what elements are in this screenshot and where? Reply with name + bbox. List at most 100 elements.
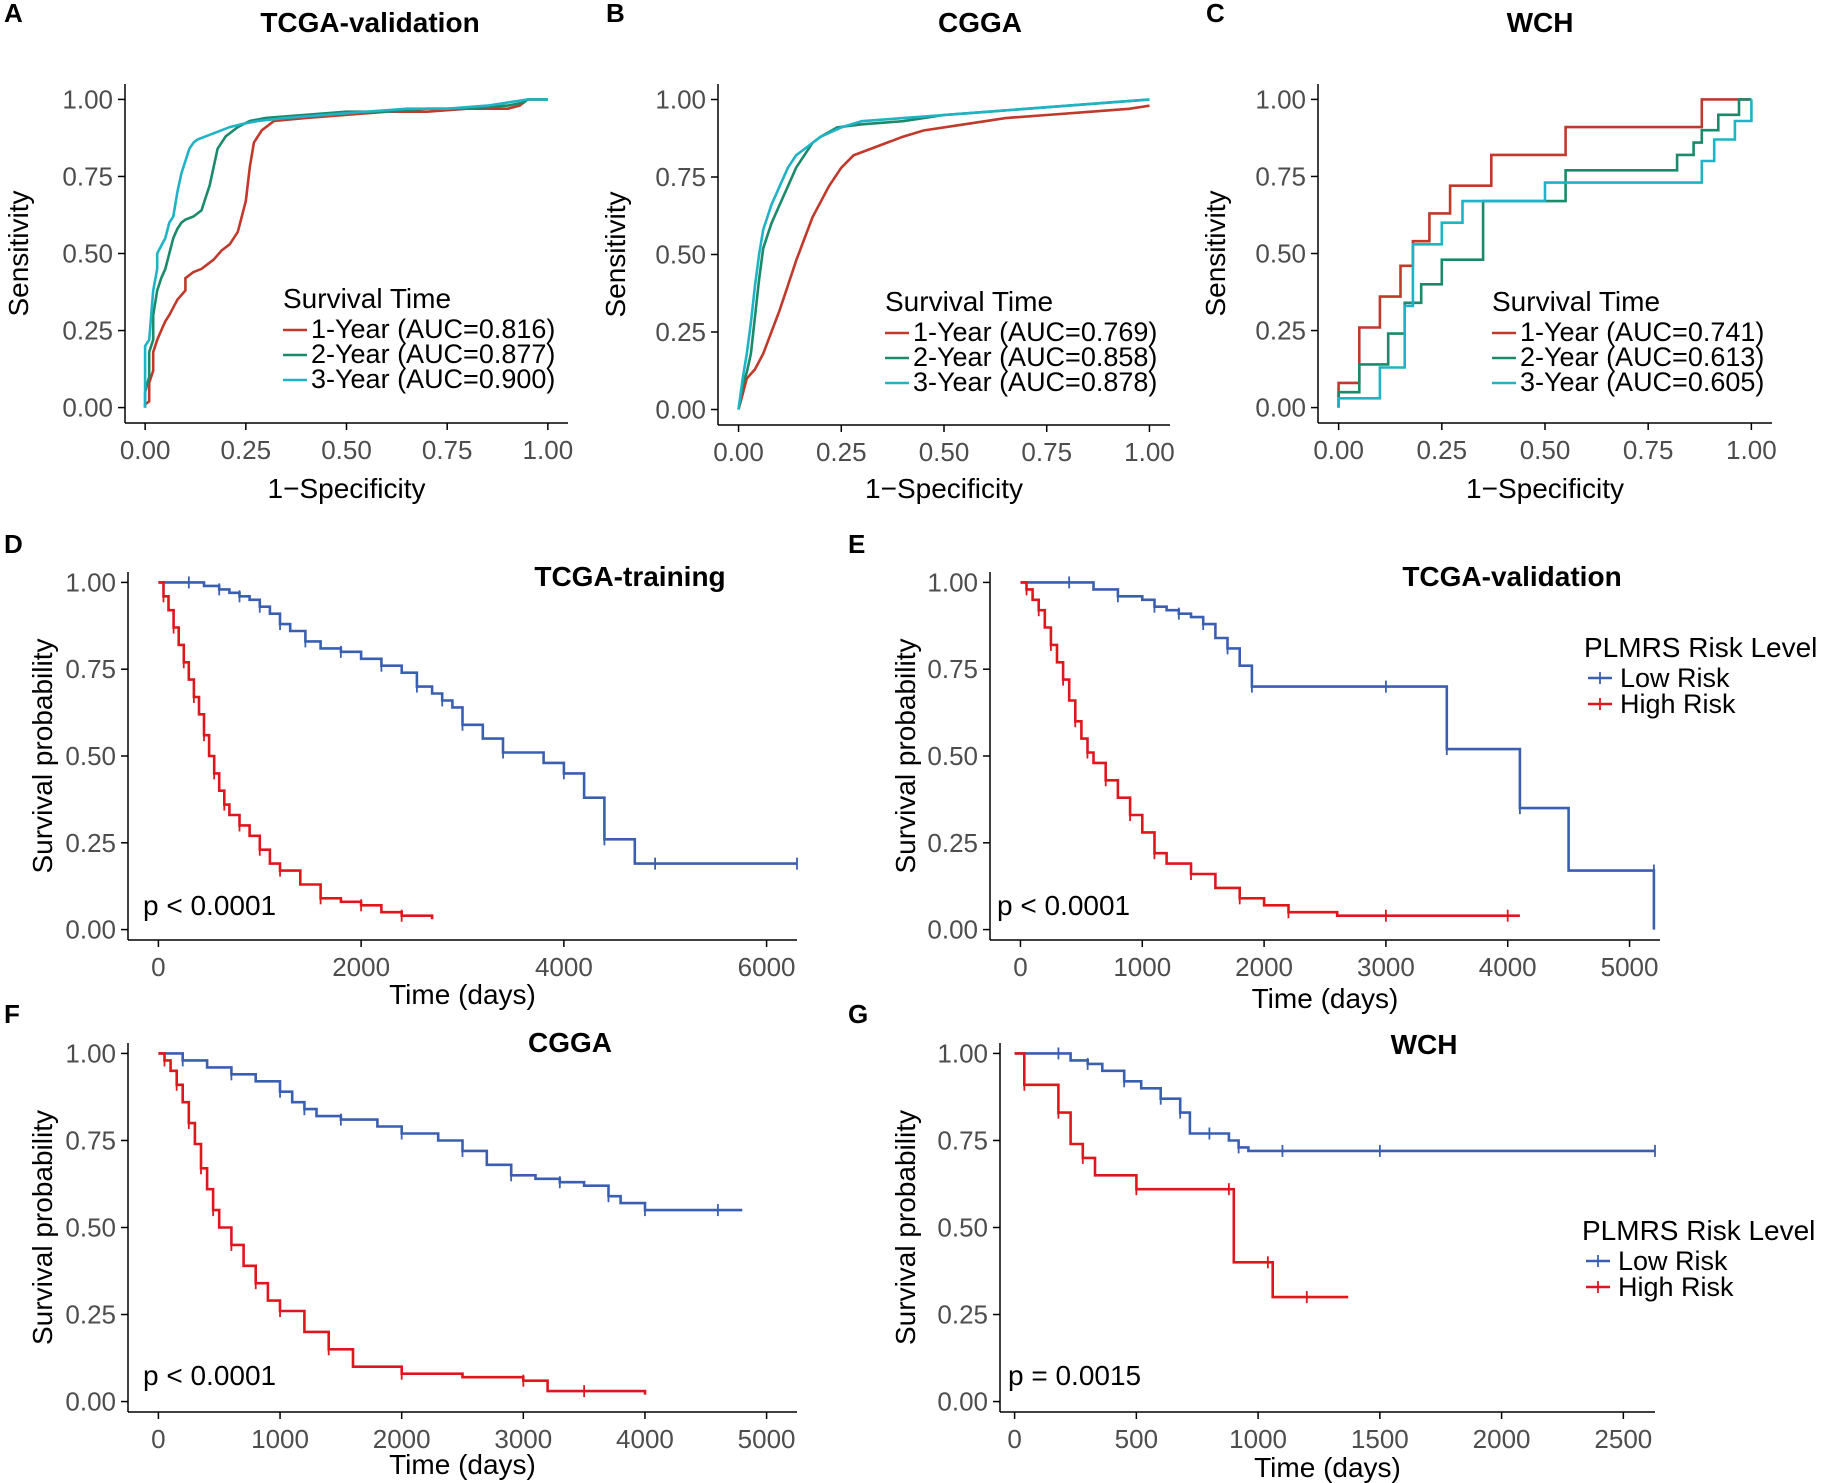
km-curve-low-risk (158, 581, 797, 865)
km-curve-high-risk (1020, 581, 1520, 917)
y-tick-label: 0.75 (937, 1125, 988, 1155)
km-panel-f: F 0.00 0.25 0.50 0.75 1.00 0 1000 2000 3000 4000 5… (4, 999, 797, 1480)
y-tick-label: 0.25 (65, 828, 116, 858)
y-tick-label: 1.00 (65, 567, 116, 597)
legend-item: 2-Year (AUC=0.858) (913, 342, 1157, 372)
y-tick-label: 0.25 (927, 828, 978, 858)
x-tick-label: 0.25 (816, 437, 867, 467)
y-tick-label: 1.00 (1255, 84, 1306, 114)
km-panel-e: E 0.00 0.25 0.50 0.75 1.00 0 1000 2000 3000 4000 5… (848, 529, 1817, 1014)
p-value: p < 0.0001 (143, 890, 276, 921)
y-tick-label: 0.00 (655, 395, 706, 425)
y-tick-label: 0.50 (62, 239, 113, 269)
y-tick-label: 1.00 (62, 84, 113, 114)
y-tick-label: 0.75 (655, 162, 706, 192)
legend-title: Survival Time (1492, 286, 1660, 317)
roc-curve-3y (737, 98, 1150, 410)
y-tick-label: 1.00 (655, 85, 706, 115)
y-tick-label: 0.25 (655, 317, 706, 347)
y-tick-label: 0.25 (65, 1300, 116, 1330)
x-tick-label: 5000 (1601, 952, 1659, 982)
legend-item: 1-Year (AUC=0.816) (311, 314, 555, 344)
x-tick-label: 6000 (738, 952, 796, 982)
p-value: p < 0.0001 (997, 890, 1130, 921)
roc-curve-3y (143, 98, 548, 408)
x-axis-title: 1−Specificity (1466, 473, 1624, 504)
legend-item: High Risk (1618, 1272, 1734, 1302)
x-axis-title: 1−Specificity (865, 473, 1023, 504)
y-tick-label: 0.00 (927, 915, 978, 945)
roc-panel-b: B 0.00 0.25 0.50 0.75 1.00 0.00 0.25 0.50 0.75 1.… (600, 0, 1175, 504)
x-axis-title: Time (days) (1254, 1452, 1401, 1483)
km-curve-high-risk (158, 1052, 647, 1395)
x-tick-label: 0.00 (1313, 435, 1364, 465)
panel-title: TCGA-validation (260, 7, 479, 38)
x-tick-label: 0 (151, 952, 165, 982)
y-tick-label: 0.00 (65, 915, 116, 945)
x-tick-label: 0.25 (221, 435, 272, 465)
x-tick-label: 0.75 (1021, 437, 1072, 467)
x-axis-title: Time (days) (389, 979, 536, 1010)
x-tick-label: 0.50 (1520, 435, 1571, 465)
y-tick-label: 0.50 (927, 741, 978, 771)
panel-title: WCH (1391, 1029, 1458, 1060)
legend-title: PLMRS Risk Level (1582, 1215, 1815, 1246)
y-tick-label: 0.75 (927, 654, 978, 684)
x-tick-label: 0.25 (1417, 435, 1468, 465)
x-tick-label: 1000 (1113, 952, 1171, 982)
panel-title: WCH (1507, 7, 1574, 38)
x-tick-label: 0 (1013, 952, 1027, 982)
y-tick-label: 1.00 (937, 1038, 988, 1068)
p-value: p < 0.0001 (143, 1360, 276, 1391)
x-tick-label: 2500 (1594, 1424, 1652, 1454)
p-value: p = 0.0015 (1008, 1360, 1141, 1391)
x-tick-label: 1000 (251, 1424, 309, 1454)
x-axis-title: Time (days) (1252, 983, 1399, 1014)
y-tick-label: 0.50 (1255, 239, 1306, 269)
y-axis-title: Sensitivity (3, 190, 34, 316)
legend-item: 3-Year (AUC=0.878) (913, 367, 1157, 397)
panel-title: CGGA (528, 1027, 612, 1058)
y-axis-title: Survival probability (27, 639, 58, 874)
y-tick-label: 0.25 (937, 1300, 988, 1330)
y-tick-label: 0.25 (1255, 316, 1306, 346)
y-tick-label: 0.75 (65, 654, 116, 684)
y-tick-label: 0.75 (1255, 161, 1306, 191)
x-tick-label: 4000 (535, 952, 593, 982)
km-curve-low-risk (1014, 1052, 1655, 1153)
x-tick-label: 0 (1007, 1424, 1021, 1454)
x-tick-label: 1500 (1351, 1424, 1409, 1454)
roc-panel-a: A 0.00 0.25 0.50 0.75 1.00 0.00 0.25 0.50 0.75 1.… (3, 0, 573, 504)
x-tick-label: 1.00 (1726, 435, 1777, 465)
y-tick-label: 0.75 (65, 1125, 116, 1155)
panel-letter-d: D (4, 529, 23, 559)
y-axis-title: Survival probability (890, 1110, 921, 1345)
y-tick-label: 0.50 (65, 741, 116, 771)
y-tick-label: 0.00 (937, 1387, 988, 1417)
panel-letter-c: C (1206, 0, 1225, 28)
km-panel-d: D 0.00 0.25 0.50 0.75 1.00 0 2000 4000 6000 Time … (4, 529, 798, 1010)
panel-letter-a: A (4, 0, 23, 28)
x-tick-label: 5000 (738, 1424, 796, 1454)
roc-curve-1y (737, 104, 1150, 410)
x-tick-label: 4000 (1479, 952, 1537, 982)
x-tick-label: 3000 (494, 1424, 552, 1454)
y-axis-title: Sensitivity (600, 191, 631, 317)
roc-panel-c: C 0.00 0.25 0.50 0.75 1.00 0.00 0.25 0.50 0.75 1.… (1200, 0, 1777, 504)
x-tick-label: 4000 (616, 1424, 674, 1454)
panel-letter-g: G (848, 999, 868, 1029)
panel-title: TCGA-training (534, 561, 725, 592)
x-tick-label: 2000 (1235, 952, 1293, 982)
legend-item: 2-Year (AUC=0.613) (1520, 342, 1764, 372)
x-tick-label: 0.50 (919, 437, 970, 467)
x-tick-label: 2000 (332, 952, 390, 982)
legend-item: 3-Year (AUC=0.900) (311, 364, 555, 394)
legend-item: 1-Year (AUC=0.769) (913, 317, 1157, 347)
y-tick-label: 1.00 (65, 1038, 116, 1068)
y-tick-label: 0.75 (62, 161, 113, 191)
x-tick-label: 3000 (1357, 952, 1415, 982)
x-tick-label: 0.75 (1623, 435, 1674, 465)
y-tick-label: 0.00 (65, 1387, 116, 1417)
x-tick-label: 0 (151, 1424, 165, 1454)
